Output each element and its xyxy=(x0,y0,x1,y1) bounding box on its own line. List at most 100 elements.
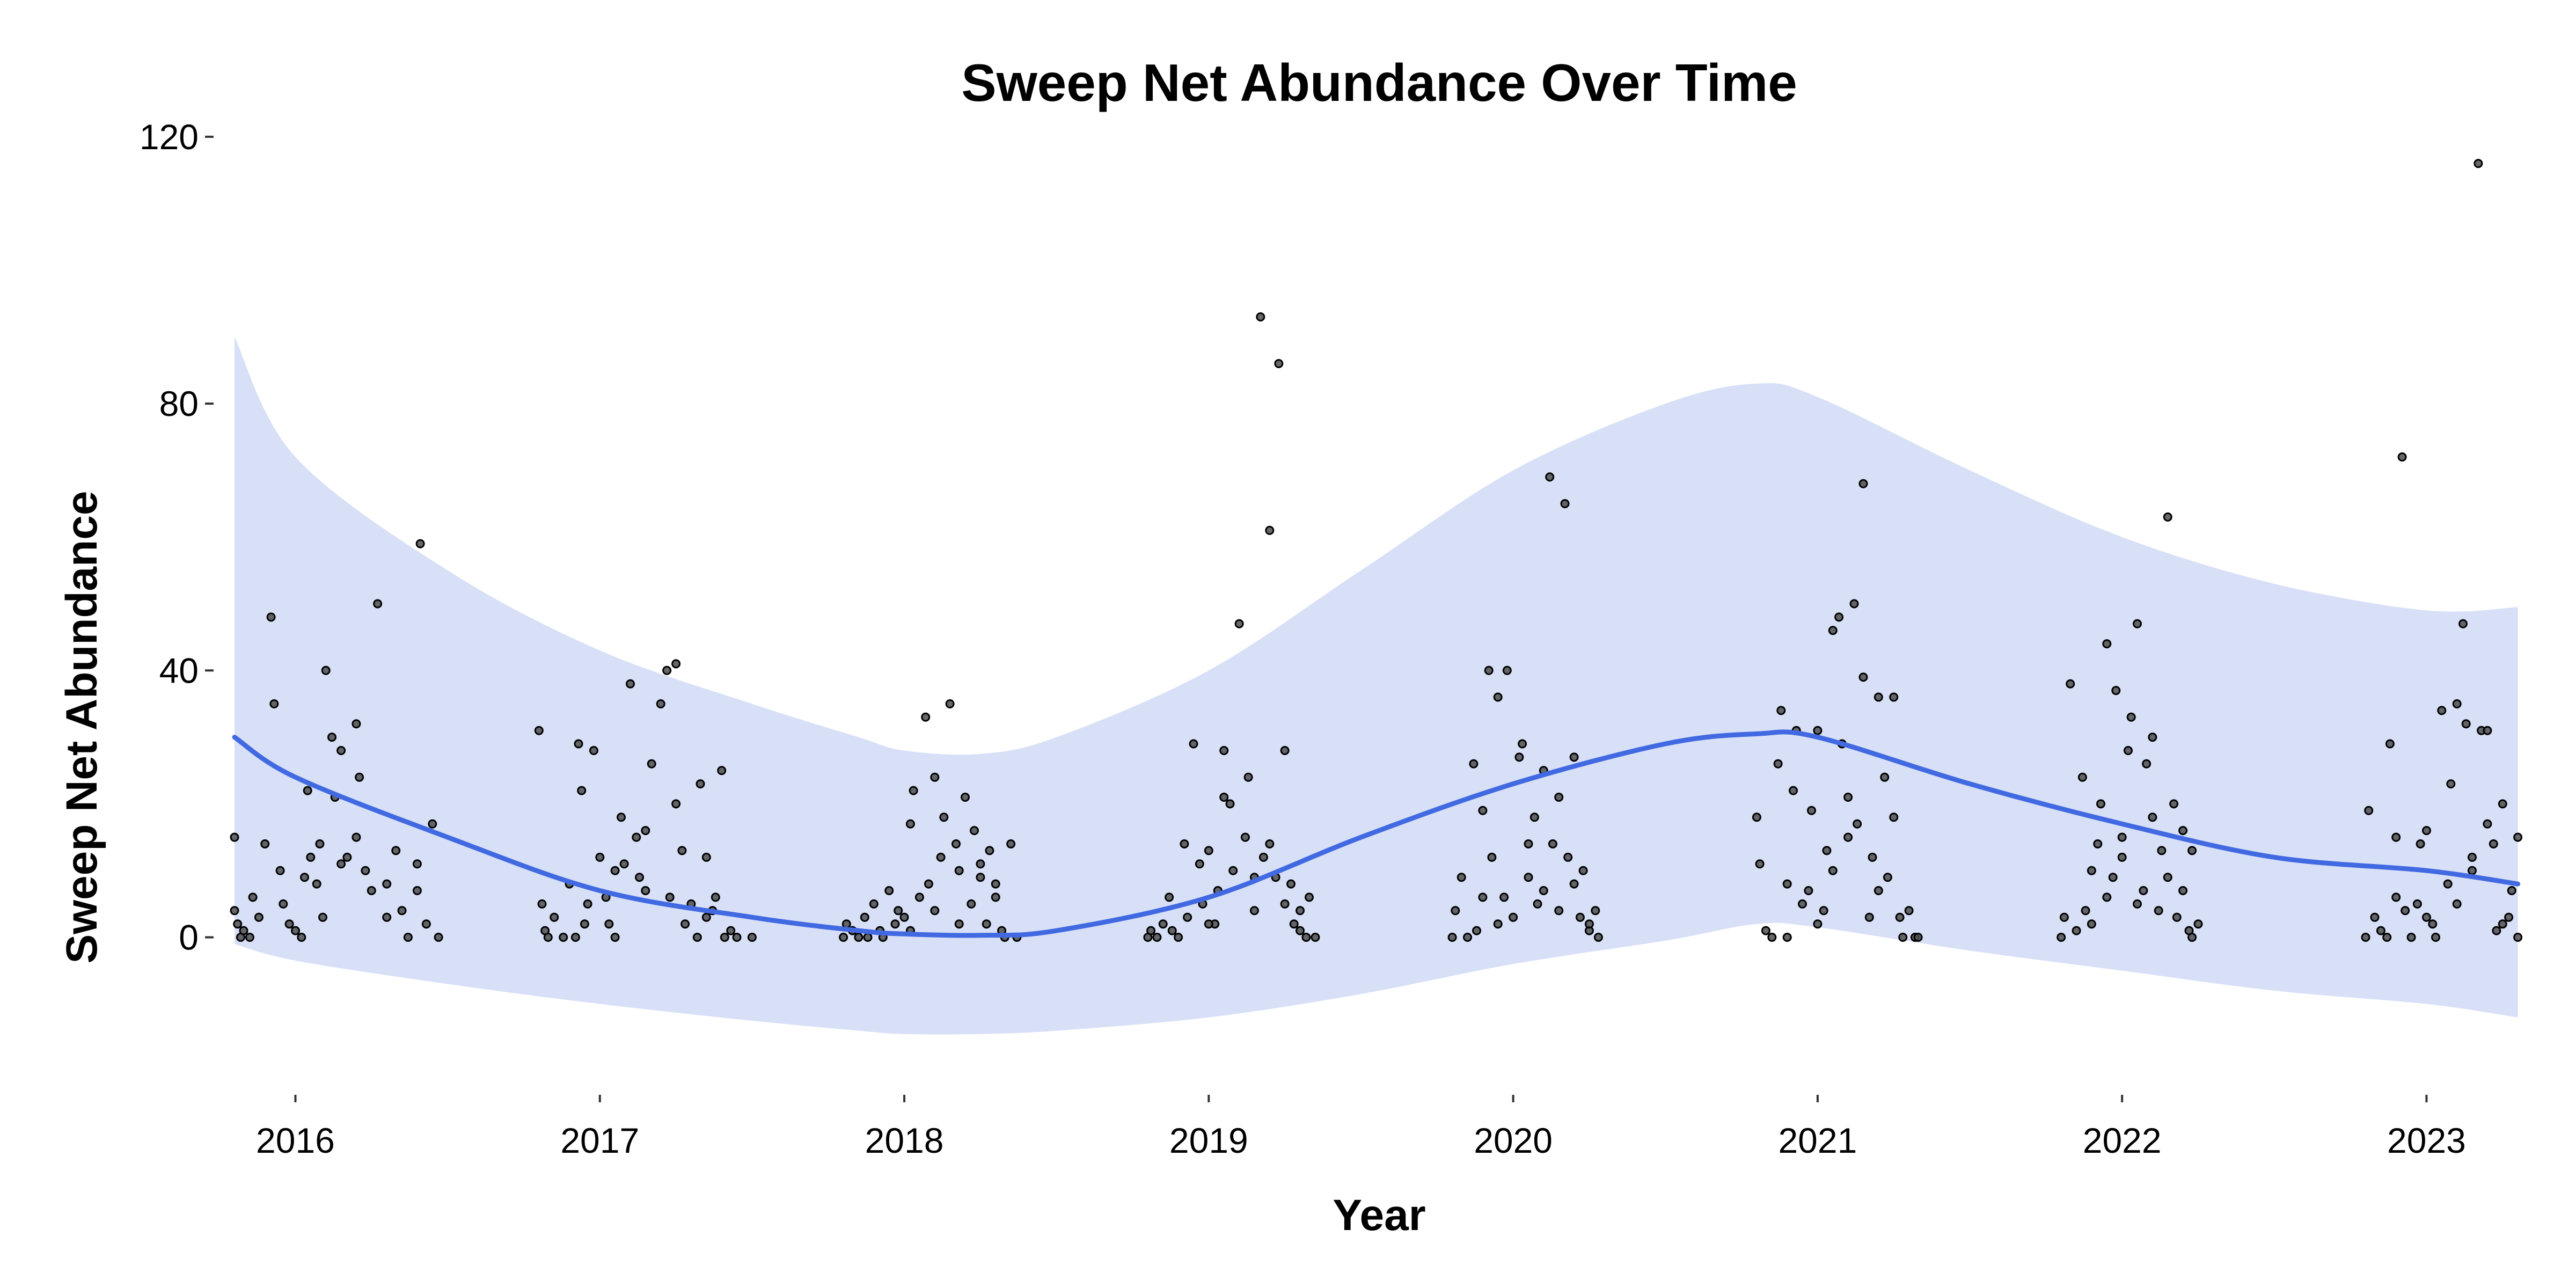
data-point xyxy=(884,886,894,895)
data-point xyxy=(1158,919,1168,929)
data-point xyxy=(1265,525,1275,535)
data-point xyxy=(583,899,592,909)
data-point xyxy=(297,933,306,942)
data-point xyxy=(382,879,392,889)
data-point xyxy=(869,899,879,909)
data-point xyxy=(1301,933,1311,942)
data-point xyxy=(321,665,331,675)
data-point xyxy=(1478,892,1488,902)
data-point xyxy=(245,933,254,942)
data-point xyxy=(1451,906,1460,916)
data-point xyxy=(696,779,705,789)
data-point xyxy=(617,813,626,822)
data-point xyxy=(1219,746,1229,755)
data-point xyxy=(2401,906,2410,916)
confidence-band-layer xyxy=(235,336,2518,1035)
data-point xyxy=(2102,892,2112,902)
data-point xyxy=(537,899,547,909)
data-point xyxy=(732,933,742,942)
data-point xyxy=(1560,499,1570,508)
data-point xyxy=(1591,906,1600,916)
data-point xyxy=(1518,739,1527,749)
data-point xyxy=(1228,866,1238,875)
data-point xyxy=(641,826,650,836)
data-point xyxy=(2428,919,2438,929)
data-point xyxy=(1502,665,1512,675)
data-point xyxy=(2124,746,2133,755)
data-point xyxy=(954,919,964,929)
data-point xyxy=(2361,933,2370,942)
data-point xyxy=(2066,679,2075,689)
data-point xyxy=(279,899,288,909)
data-point xyxy=(2382,933,2392,942)
data-point xyxy=(930,906,940,916)
data-point xyxy=(559,933,568,942)
data-point xyxy=(2452,699,2462,708)
data-point xyxy=(570,933,580,942)
data-point xyxy=(711,892,720,902)
data-point xyxy=(2102,639,2112,649)
data-point xyxy=(2133,899,2142,909)
data-point xyxy=(595,852,605,862)
data-point xyxy=(266,612,276,622)
data-point xyxy=(2513,832,2523,842)
data-point xyxy=(1773,759,1783,769)
data-point xyxy=(2483,819,2492,829)
x-tick-label: 2022 xyxy=(2083,1121,2162,1160)
data-point xyxy=(1280,899,1290,909)
data-point xyxy=(434,933,443,942)
data-point xyxy=(656,699,665,708)
data-point xyxy=(574,739,583,749)
data-point xyxy=(1913,933,1923,942)
y-tick-label: 120 xyxy=(140,117,199,157)
data-point xyxy=(367,886,376,895)
data-point xyxy=(1514,752,1524,762)
data-point xyxy=(2473,159,2483,169)
data-point xyxy=(860,912,869,922)
data-point xyxy=(1286,879,1296,889)
data-point xyxy=(1569,752,1579,762)
data-point xyxy=(610,866,620,875)
confidence-band xyxy=(235,336,2518,1035)
data-point xyxy=(2077,772,2087,782)
data-point xyxy=(671,659,681,669)
data-point xyxy=(1311,933,1320,942)
data-point xyxy=(1165,892,1174,902)
data-point xyxy=(230,906,239,916)
data-point xyxy=(1524,873,1533,882)
data-point xyxy=(312,879,321,889)
data-point xyxy=(2157,846,2167,855)
data-point xyxy=(1280,746,1290,755)
data-point xyxy=(930,772,940,782)
data-point xyxy=(2169,799,2179,809)
data-point xyxy=(1593,933,1603,942)
data-point xyxy=(2391,892,2401,902)
data-point xyxy=(336,859,346,869)
data-point xyxy=(619,859,629,869)
data-point xyxy=(899,912,909,922)
data-point xyxy=(1447,933,1457,942)
data-point xyxy=(1853,819,1862,829)
data-point xyxy=(1569,879,1579,889)
x-tick-label: 2023 xyxy=(2387,1121,2466,1160)
data-point xyxy=(2498,799,2507,809)
data-point xyxy=(1849,599,1859,609)
data-point xyxy=(626,679,635,689)
data-point xyxy=(534,726,544,735)
data-point xyxy=(1183,912,1192,922)
data-point xyxy=(1180,839,1189,848)
data-point xyxy=(610,933,620,942)
data-point xyxy=(970,826,979,836)
y-tick-label: 0 xyxy=(179,918,199,957)
data-point xyxy=(355,772,364,782)
data-point xyxy=(2489,839,2498,848)
data-point xyxy=(1880,772,1890,782)
data-point xyxy=(1798,899,1807,909)
data-point xyxy=(717,766,727,775)
data-point xyxy=(1484,665,1494,675)
data-point xyxy=(2391,832,2401,842)
data-point xyxy=(2163,873,2172,882)
x-axis-title: Year xyxy=(1333,1191,1425,1240)
data-point xyxy=(284,919,294,929)
data-point xyxy=(1767,933,1777,942)
